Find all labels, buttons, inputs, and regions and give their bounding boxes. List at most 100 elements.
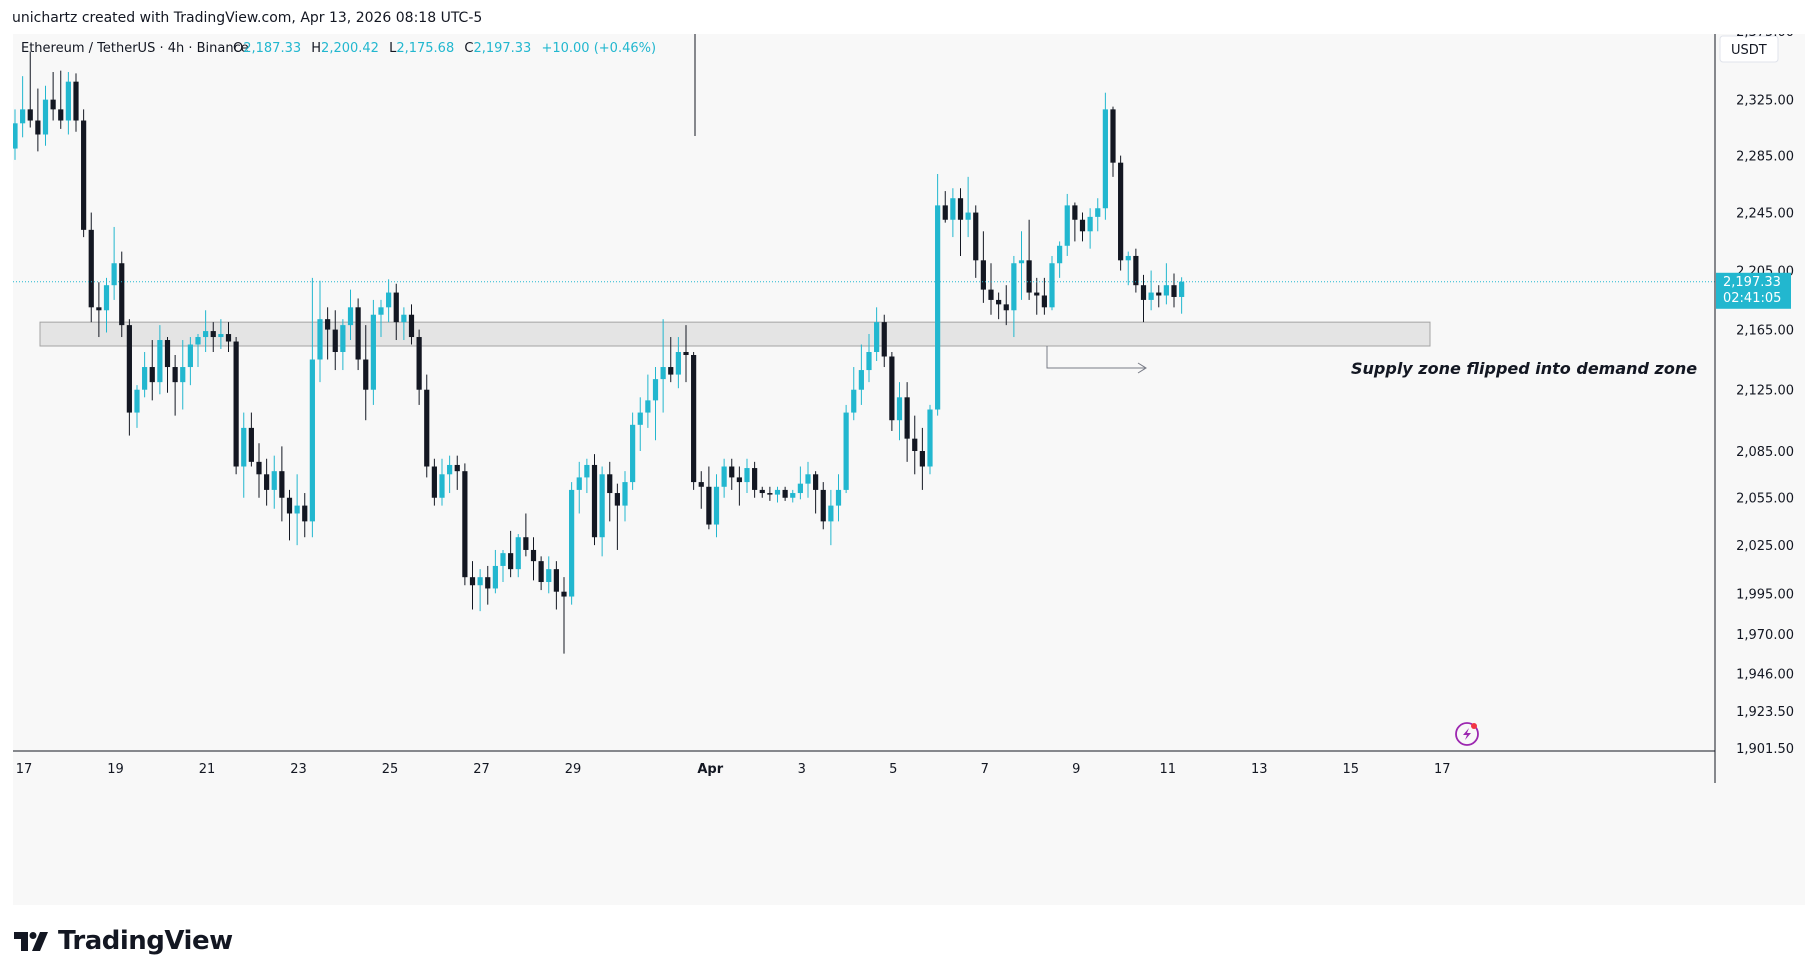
candle-body <box>988 289 994 300</box>
bullish-candle <box>515 534 521 578</box>
candle-body <box>675 352 681 375</box>
price-tick-label: 2,165.00 <box>1736 324 1794 339</box>
candle-body <box>454 464 460 472</box>
candle-body <box>774 489 781 495</box>
bearish-candle <box>881 314 887 368</box>
candle-body <box>256 461 262 475</box>
bullish-candle <box>477 569 483 612</box>
last-price-value: 2,197.33 <box>1723 275 1781 290</box>
bullish-candle <box>218 319 224 350</box>
bearish-candle <box>980 231 986 303</box>
candle-body <box>927 409 933 467</box>
candle-body <box>50 99 56 110</box>
candle-body <box>73 81 79 121</box>
annotation-arrowhead <box>1137 362 1147 374</box>
price-axis-ticks: 2,375.002,325.002,285.002,245.002,205.00… <box>1736 34 1794 757</box>
candle-body <box>187 344 193 368</box>
candle-body <box>706 486 712 525</box>
bearish-candle <box>264 458 270 506</box>
zone-annotation-text[interactable]: Supply zone flipped into demand zone <box>1351 359 1697 378</box>
candle-body <box>1003 304 1009 311</box>
bullish-candle <box>790 489 796 503</box>
bullish-candle <box>1095 198 1101 232</box>
bearish-candle <box>553 561 559 610</box>
bearish-candle <box>248 412 254 467</box>
bearish-candle <box>1156 285 1162 308</box>
bullish-candle <box>660 319 666 413</box>
candle-body <box>393 292 399 323</box>
legend-symbol[interactable]: Ethereum / TetherUS · 4h · Binance <box>21 41 249 56</box>
bearish-candle <box>782 486 788 501</box>
candle-body <box>957 198 964 220</box>
bullish-candle <box>134 385 140 428</box>
bearish-candle <box>119 251 125 338</box>
legend-high-value: 2,200.42 <box>321 41 379 56</box>
candle-body <box>439 474 445 498</box>
bearish-candle <box>325 307 331 360</box>
price-tick-label: 1,901.50 <box>1736 742 1794 757</box>
candle-body <box>874 322 880 353</box>
bullish-candle <box>569 482 575 605</box>
candle-body <box>561 591 567 597</box>
legend-change: +10.00 (+0.46%) <box>541 41 656 56</box>
candle-body <box>279 471 285 498</box>
bearish-candle <box>279 446 285 522</box>
bullish-candle <box>180 340 186 410</box>
bullish-candle <box>874 307 880 362</box>
bullish-candle <box>744 458 750 494</box>
candle-body <box>363 359 369 390</box>
candle-body <box>20 109 26 124</box>
candle-body <box>637 412 643 425</box>
bearish-candle <box>126 319 132 436</box>
candle-body <box>576 477 582 490</box>
candle-body <box>103 285 110 311</box>
candle-body <box>416 337 422 390</box>
bullish-candle <box>20 76 26 138</box>
bearish-candle <box>1140 274 1147 323</box>
tradingview-logo-text: TradingView <box>58 926 233 956</box>
bearish-candle <box>256 443 262 498</box>
bearish-candle <box>736 466 742 506</box>
candle-body <box>340 325 346 353</box>
candle-body <box>203 331 209 338</box>
time-tick-label: 19 <box>107 762 124 777</box>
bearish-candle <box>523 513 529 557</box>
chart-area[interactable]: Ethereum / TetherUS · 4h · Binance O2,18… <box>13 34 1805 905</box>
time-tick-label: 17 <box>16 762 33 777</box>
price-tick-label: 2,245.00 <box>1736 207 1794 222</box>
candle-body <box>546 569 552 583</box>
candle-body <box>225 334 232 342</box>
candle-body <box>805 474 811 484</box>
bearish-candle <box>759 486 765 498</box>
candle-body <box>668 367 674 375</box>
bearish-candle <box>538 556 544 591</box>
bullish-candle <box>378 299 384 338</box>
bullish-candle <box>713 474 720 538</box>
candle-body <box>660 367 666 380</box>
bullish-candle <box>1018 231 1025 300</box>
candle-body <box>157 340 163 383</box>
bullish-candle <box>401 307 407 341</box>
candle-body <box>1041 295 1047 308</box>
candle-body <box>1140 285 1147 300</box>
currency-button[interactable] <box>1719 35 1779 63</box>
price-chart[interactable]: Ethereum / TetherUS · 4h · Binance O2,18… <box>13 34 1805 905</box>
bearish-candle <box>332 310 338 371</box>
candle-body <box>942 205 948 220</box>
candle-body <box>599 474 605 538</box>
candle-body <box>919 451 925 467</box>
candle-body <box>1049 263 1055 308</box>
bullish-candle <box>630 412 636 490</box>
bearish-candle <box>1041 277 1047 315</box>
candle-body <box>904 397 910 439</box>
candle-body <box>683 352 689 356</box>
candle-body <box>1102 109 1108 209</box>
candle-body <box>1171 285 1177 297</box>
bearish-candle <box>752 461 758 498</box>
tradingview-logo[interactable]: TradingView <box>14 924 233 958</box>
lightning-icon[interactable] <box>1455 722 1479 746</box>
candle-body <box>736 477 742 483</box>
candle-body <box>607 474 613 494</box>
bearish-candle <box>889 352 895 431</box>
time-tick-label: 15 <box>1342 762 1359 777</box>
